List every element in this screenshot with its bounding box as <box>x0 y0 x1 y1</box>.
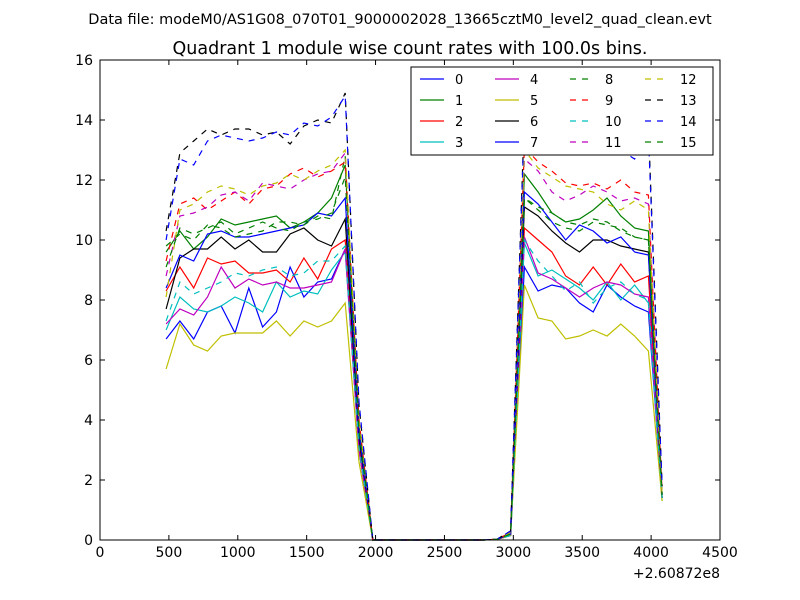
legend-label-1: 1 <box>455 94 463 109</box>
legend-label-0: 0 <box>455 73 463 88</box>
x-tick-label: 3000 <box>496 545 532 561</box>
suptitle: Data file: modeM0/AS1G08_070T01_90000020… <box>88 12 712 28</box>
series-line-9 <box>165 145 663 541</box>
series-line-1 <box>165 164 663 541</box>
x-tick-label: 4500 <box>702 545 738 561</box>
legend-label-13: 13 <box>680 94 697 109</box>
x-tick-label: 4000 <box>633 545 669 561</box>
chart-title: Quadrant 1 module wise count rates with … <box>173 39 648 59</box>
legend-label-10: 10 <box>605 115 622 130</box>
legend-label-14: 14 <box>680 115 697 130</box>
series-layer <box>165 88 663 541</box>
x-tick-label: 500 <box>156 545 183 561</box>
legend-label-4: 4 <box>530 73 538 88</box>
series-line-6 <box>165 205 663 541</box>
x-offset-label: +2.60872e8 <box>633 566 720 582</box>
legend-label-15: 15 <box>680 136 697 151</box>
x-tick-label: 2500 <box>427 545 463 561</box>
legend-label-3: 3 <box>455 136 463 151</box>
x-tick-label: 1000 <box>220 545 256 561</box>
y-tick-label: 10 <box>75 233 93 249</box>
legend-label-6: 6 <box>530 115 538 130</box>
y-tick-label: 6 <box>84 353 93 369</box>
legend-label-7: 7 <box>530 136 538 151</box>
legend-label-2: 2 <box>455 115 463 130</box>
series-line-3 <box>165 242 663 541</box>
y-tick-label: 8 <box>84 293 93 309</box>
series-line-11 <box>165 151 663 541</box>
y-tick-label: 16 <box>75 53 93 69</box>
legend-label-9: 9 <box>605 94 613 109</box>
y-tick-label: 2 <box>84 473 93 489</box>
series-line-5 <box>165 284 663 541</box>
y-tick-label: 4 <box>84 413 93 429</box>
legend-box <box>410 66 714 156</box>
series-line-0 <box>165 248 663 541</box>
axes-layer: 0 500 1000 1500 2000 2500 3000 3500 4000 4500 0 2 4 6… <box>75 53 738 561</box>
legend-label-5: 5 <box>530 94 538 109</box>
y-tick-label: 0 <box>84 533 93 549</box>
legend-label-11: 11 <box>605 136 622 151</box>
series-line-8 <box>165 155 663 541</box>
series-line-4 <box>165 236 663 541</box>
x-tick-label: 2000 <box>358 545 394 561</box>
x-tick-label: 3500 <box>564 545 600 561</box>
series-line-12 <box>165 148 663 541</box>
legend-label-12: 12 <box>680 73 697 88</box>
x-tick-label: 0 <box>96 545 105 561</box>
y-tick-label: 14 <box>75 113 93 129</box>
series-line-15 <box>165 176 663 541</box>
legend-label-8: 8 <box>605 73 613 88</box>
x-tick-label: 1500 <box>289 545 325 561</box>
y-tick-label: 12 <box>75 173 93 189</box>
